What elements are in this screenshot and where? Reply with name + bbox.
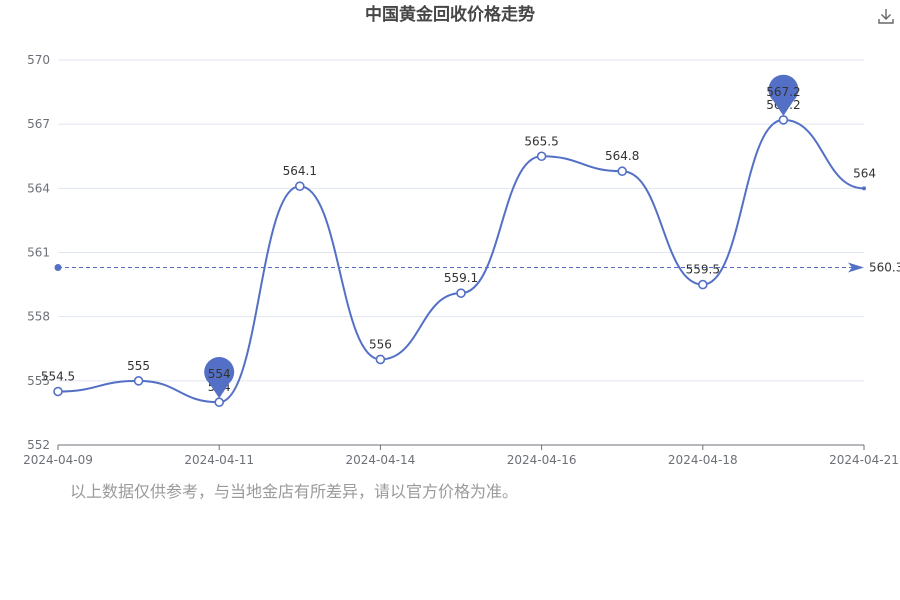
data-point — [53, 386, 63, 397]
x-tick-label: 2024-04-16 — [507, 453, 577, 467]
data-point — [862, 186, 866, 191]
x-tick-label: 2024-04-21 — [829, 453, 899, 467]
data-label: 554.5 — [41, 370, 75, 384]
max-mark-label: 567.2 — [766, 85, 800, 99]
download-icon — [878, 9, 894, 24]
chart-title: 中国黄金回收价格走势 — [365, 4, 535, 25]
data-point — [697, 279, 708, 290]
data-label: 556 — [369, 337, 392, 351]
data-label: 559.5 — [686, 263, 720, 277]
data-label: 555 — [127, 359, 150, 373]
data-point — [133, 376, 144, 386]
data-point — [375, 354, 386, 365]
data-points — [53, 115, 866, 408]
data-point — [214, 397, 224, 408]
y-tick-label: 552 — [27, 438, 50, 452]
y-axis: 552 555 558 561 564 567 570 — [27, 53, 50, 452]
y-tick-label: 555 — [27, 374, 50, 388]
average-line-start — [54, 263, 62, 271]
data-point — [617, 166, 628, 177]
y-tick-label: 558 — [27, 310, 50, 324]
x-tick-label: 2024-04-09 — [23, 453, 93, 467]
data-label: 564.1 — [283, 164, 317, 178]
average-mark-line: 560.3 — [54, 260, 900, 274]
data-label: 565.5 — [524, 134, 558, 148]
average-line-arrow — [848, 262, 864, 273]
x-tick-label: 2024-04-11 — [184, 453, 254, 467]
series-line — [57, 118, 865, 404]
x-axis: 2024-04-09 2024-04-11 2024-04-14 2024-04-16… — [23, 444, 899, 467]
mark-points: 554 567.2 — [204, 74, 801, 399]
x-tick-label: 2024-04-14 — [346, 453, 416, 467]
min-mark-pin — [204, 357, 235, 399]
data-label: 559.1 — [444, 271, 478, 285]
max-mark-pin — [768, 74, 799, 116]
data-label: 564 — [853, 166, 876, 180]
y-tick-label: 570 — [27, 53, 50, 67]
y-tick-label: 564 — [27, 181, 50, 195]
data-point — [456, 288, 466, 298]
download-button[interactable] — [876, 6, 896, 26]
y-tick-label: 567 — [27, 117, 50, 131]
min-mark-label: 554 — [208, 367, 231, 381]
average-line-label: 560.3 — [869, 260, 900, 274]
data-label: 564.8 — [605, 149, 639, 163]
x-tick-label: 2024-04-18 — [668, 453, 738, 467]
grid-lines — [58, 59, 864, 382]
data-point — [778, 115, 789, 125]
data-point — [294, 181, 305, 191]
data-point — [536, 151, 547, 162]
data-labels: 554.5 555 554 564.1 556 559.1 565.5 564.8 559.5 5… — [41, 98, 876, 394]
y-tick-label: 561 — [27, 246, 50, 260]
disclaimer-note: 以上数据仅供参考，与当地金店有所差异，请以官方价格为准。 — [70, 482, 519, 501]
